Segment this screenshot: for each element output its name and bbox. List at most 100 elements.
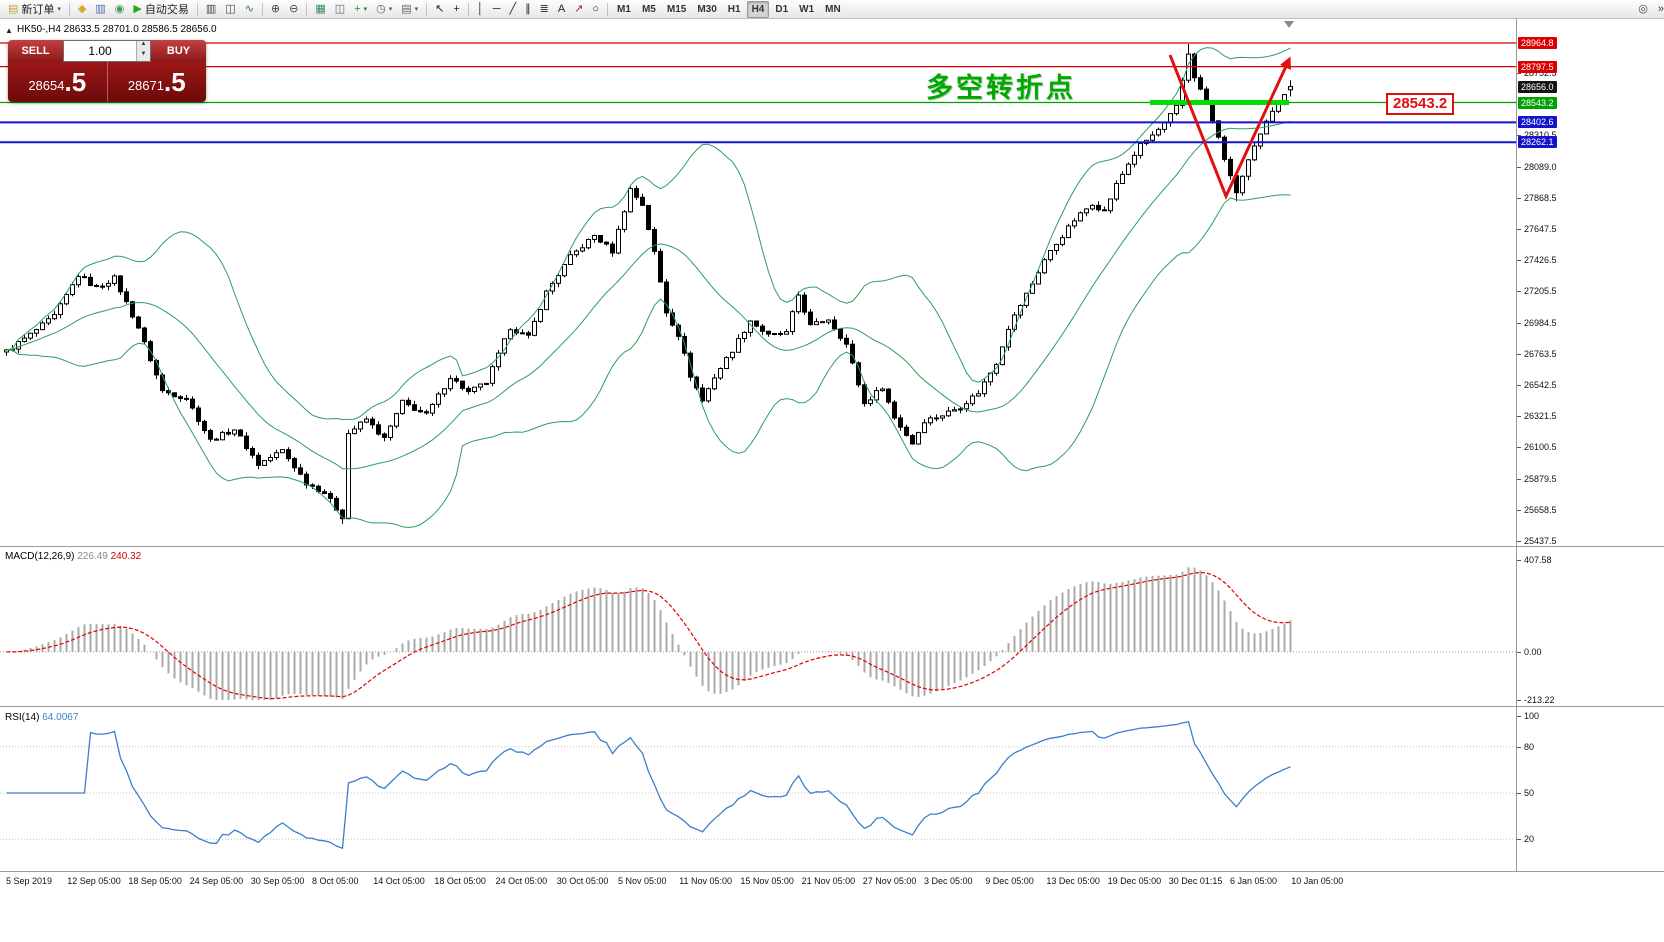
timeframe-button-m15[interactable]: M15: [666, 3, 687, 15]
price-tag-label[interactable]: 28543.2: [1386, 93, 1455, 115]
volume-decrease-button[interactable]: ▼: [137, 51, 150, 61]
vertical-line-button[interactable]: │: [473, 1, 488, 18]
time-axis-label: 24 Sep 05:00: [189, 876, 244, 886]
favorites-button[interactable]: ◆: [74, 1, 90, 18]
templates-button[interactable]: ▤ ▾: [397, 1, 422, 18]
caret-down-icon: ▾: [57, 6, 61, 13]
bar-chart-button[interactable]: ▥: [202, 1, 220, 18]
axis-tick: [1517, 793, 1521, 794]
price-axis-label: 28752.5: [1524, 67, 1557, 78]
play-icon: ▶: [133, 2, 142, 15]
tile-windows-button[interactable]: ◫: [331, 1, 349, 18]
trendline-button[interactable]: ╱: [505, 1, 520, 18]
time-axis-label: 5 Nov 05:00: [618, 876, 667, 886]
sell-price-display[interactable]: 28654.5: [8, 62, 107, 102]
price-axis-badge: 28543.2: [1518, 96, 1557, 109]
auto-trading-button[interactable]: ▶ 自动交易: [129, 1, 192, 18]
axis-tick: [1517, 353, 1521, 355]
time-axis-label: 19 Dec 05:00: [1107, 876, 1162, 886]
axis-tick: [1517, 228, 1521, 230]
shapes-button[interactable]: ○: [588, 1, 603, 18]
time-axis-label: 24 Oct 05:00: [495, 876, 548, 886]
arrows-button[interactable]: ↗: [570, 1, 587, 18]
toolbar-separator: [306, 2, 308, 16]
volume-box: ▲ ▼: [63, 40, 151, 62]
chart-window-icon: ▥: [95, 2, 106, 15]
line-chart-button[interactable]: ∿: [241, 1, 258, 18]
timeframe-button-m1[interactable]: M1: [617, 3, 631, 15]
price-axis-badge: 28656.0: [1518, 80, 1557, 93]
crosshair-button[interactable]: +: [449, 1, 463, 18]
axis-tick: [1517, 260, 1521, 262]
one-click-collapse-button[interactable]: ▲: [5, 26, 13, 35]
price-axis[interactable]: 28752.5 28310.5 28089.0 27868.5 27647.5 27426…: [1516, 18, 1664, 871]
time-axis-label: 30 Sep 05:00: [250, 876, 305, 886]
sell-price-big: .5: [64, 67, 87, 97]
fibonacci-icon: ≣: [539, 2, 549, 15]
zoom-in-icon: ⊕: [270, 2, 281, 15]
price-axis-label: 25658.5: [1524, 504, 1557, 515]
community-button[interactable]: ◉: [111, 1, 129, 18]
sell-button[interactable]: SELL: [8, 40, 63, 62]
buy-price-display[interactable]: 28671.5: [108, 62, 207, 102]
volume-increase-button[interactable]: ▲: [137, 41, 150, 51]
fibonacci-button[interactable]: ≣: [536, 1, 553, 18]
macd-panel-canvas[interactable]: [0, 548, 1516, 706]
grid-button[interactable]: ▦: [311, 1, 329, 18]
time-axis[interactable]: 5 Sep 2019 12 Sep 05:00 18 Sep 05:00 24 Sep…: [0, 872, 1516, 892]
timeframe-button-h4[interactable]: H4: [746, 0, 770, 18]
new-order-button-label: 新订单: [21, 4, 55, 16]
text-icon: A: [557, 2, 566, 15]
time-axis-label: 27 Nov 05:00: [862, 876, 917, 886]
price-chart-canvas[interactable]: [0, 18, 1516, 547]
timeframe-button-w1[interactable]: W1: [799, 3, 815, 15]
candlestick-button[interactable]: ◫: [221, 1, 239, 18]
rsi-name: RSI(14): [5, 712, 40, 723]
globe-icon: ◉: [114, 2, 125, 15]
search-button[interactable]: ◎: [1634, 1, 1652, 18]
auto-trading-button-label: 自动交易: [144, 4, 189, 16]
timeframe-button-m5[interactable]: M5: [641, 3, 656, 15]
panel-separator[interactable]: [0, 706, 1664, 707]
time-axis-label: 3 Dec 05:00: [924, 876, 973, 886]
buy-button[interactable]: BUY: [151, 40, 206, 62]
price-axis-badge: 28402.6: [1518, 116, 1557, 129]
cursor-button[interactable]: ↖: [431, 1, 448, 18]
text-button[interactable]: A: [554, 1, 569, 18]
rsi-value: 64.0067: [42, 712, 79, 723]
axis-tick: [1517, 560, 1521, 561]
panel-separator[interactable]: [0, 871, 1664, 872]
zoom-out-button[interactable]: ⊖: [285, 1, 302, 18]
price-axis-label: 50: [1524, 788, 1535, 798]
crosshair-icon: +: [453, 2, 460, 15]
rsi-indicator-label: RSI(14) 64.0067: [5, 712, 78, 723]
timeframe-button-m30[interactable]: M30: [697, 3, 717, 15]
time-axis-label: 18 Sep 05:00: [128, 876, 182, 886]
turning-point-annotation[interactable]: 多空转折点: [926, 73, 1076, 103]
volume-input[interactable]: [64, 41, 136, 61]
indicators-button[interactable]: + ▾: [350, 1, 371, 18]
toolbar-separator: [261, 2, 263, 16]
panel-separator[interactable]: [0, 546, 1664, 547]
zoom-in-button[interactable]: ⊕: [267, 1, 284, 18]
timeframe-button-h1[interactable]: H1: [727, 3, 741, 15]
time-axis-label: 10 Jan 05:00: [1291, 876, 1344, 886]
arrows-icon: ↗: [574, 2, 584, 15]
price-axis-label: 26984.5: [1524, 317, 1557, 328]
timeframe-button-mn[interactable]: MN: [825, 3, 841, 15]
channel-button[interactable]: ∥: [521, 1, 535, 18]
axis-tick: [1517, 72, 1521, 74]
time-axis-label: 21 Nov 05:00: [801, 876, 856, 886]
rsi-panel-canvas[interactable]: [0, 708, 1516, 870]
shapes-icon: ○: [592, 2, 600, 15]
more-button[interactable]: »: [1654, 1, 1664, 18]
new-order-button[interactable]: ▤ 新订单 ▾: [4, 1, 65, 18]
chart-window-button[interactable]: ▥: [91, 1, 109, 18]
time-axis-label: 6 Jan 05:00: [1230, 876, 1278, 886]
timeframe-button-d1[interactable]: D1: [775, 3, 789, 15]
time-axis-label: 30 Oct 05:00: [556, 876, 609, 886]
horizontal-line-button[interactable]: ─: [489, 1, 505, 18]
periods-button[interactable]: ◷ ▾: [372, 1, 396, 18]
grid-icon: ▦: [315, 2, 326, 15]
caret-down-icon: ▾: [414, 6, 419, 13]
